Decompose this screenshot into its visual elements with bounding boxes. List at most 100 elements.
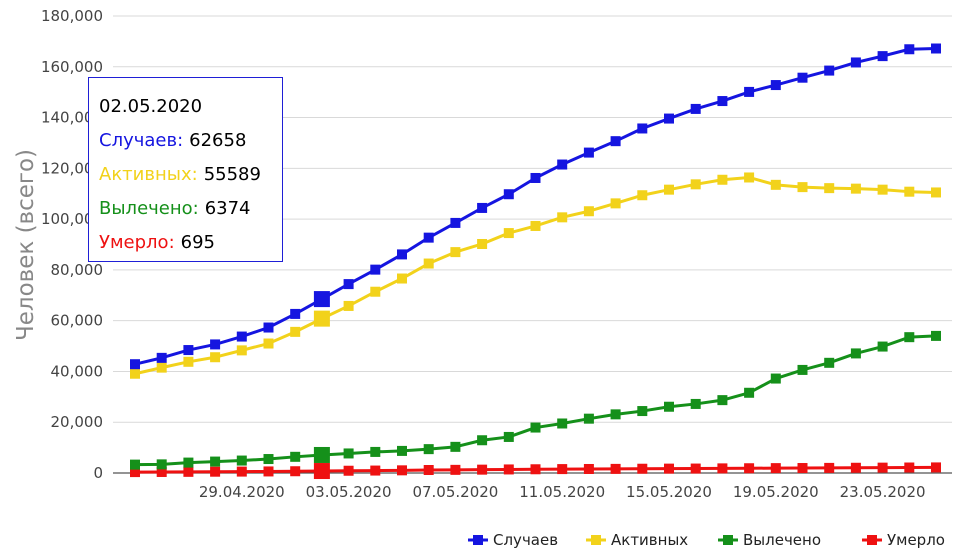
data-point[interactable] <box>877 184 888 195</box>
data-point[interactable] <box>664 113 674 124</box>
data-point[interactable] <box>183 457 194 468</box>
data-point[interactable] <box>130 467 140 478</box>
data-point[interactable] <box>423 444 434 455</box>
data-point[interactable] <box>610 136 621 147</box>
data-point[interactable] <box>370 286 381 297</box>
data-point[interactable] <box>290 308 301 319</box>
data-point[interactable] <box>850 462 861 473</box>
data-point[interactable] <box>797 364 808 375</box>
data-point[interactable] <box>717 395 728 406</box>
data-point[interactable] <box>797 463 808 474</box>
data-point[interactable] <box>770 463 781 474</box>
data-point[interactable] <box>236 331 247 342</box>
data-point[interactable] <box>530 172 541 183</box>
data-point[interactable] <box>313 291 330 308</box>
data-point[interactable] <box>450 217 461 228</box>
data-point[interactable] <box>156 466 167 477</box>
data-point[interactable] <box>477 435 488 446</box>
data-point[interactable] <box>423 232 434 243</box>
data-point[interactable] <box>904 44 915 55</box>
data-point[interactable] <box>690 179 701 190</box>
data-point[interactable] <box>183 345 194 356</box>
data-point[interactable] <box>130 459 140 470</box>
data-point[interactable] <box>557 464 568 475</box>
data-point[interactable] <box>183 466 194 477</box>
data-point[interactable] <box>931 330 941 341</box>
data-point[interactable] <box>824 65 835 76</box>
data-point[interactable] <box>850 183 861 194</box>
data-point[interactable] <box>583 413 594 424</box>
data-point[interactable] <box>931 462 941 473</box>
data-point[interactable] <box>343 300 354 311</box>
data-point[interactable] <box>931 43 941 54</box>
data-point[interactable] <box>130 359 140 370</box>
data-point[interactable] <box>824 183 835 194</box>
data-point[interactable] <box>503 464 514 475</box>
data-point[interactable] <box>530 464 541 475</box>
data-point[interactable] <box>690 398 701 409</box>
data-point[interactable] <box>770 179 781 190</box>
data-point[interactable] <box>156 352 167 363</box>
data-point[interactable] <box>156 459 167 470</box>
data-point[interactable] <box>313 446 330 463</box>
data-point[interactable] <box>557 159 568 170</box>
data-point[interactable] <box>313 463 330 480</box>
legend-item[interactable]: Умерло <box>862 531 945 549</box>
data-point[interactable] <box>343 465 354 476</box>
data-point[interactable] <box>824 462 835 473</box>
data-point[interactable] <box>210 352 221 363</box>
data-point[interactable] <box>557 212 568 223</box>
data-point[interactable] <box>824 357 835 368</box>
data-point[interactable] <box>397 249 407 260</box>
data-point[interactable] <box>664 401 674 412</box>
data-point[interactable] <box>557 418 568 429</box>
data-point[interactable] <box>477 238 488 249</box>
data-point[interactable] <box>904 186 915 197</box>
data-point[interactable] <box>236 466 247 477</box>
data-point[interactable] <box>343 279 354 290</box>
data-point[interactable] <box>397 273 407 284</box>
data-point[interactable] <box>530 220 541 231</box>
data-point[interactable] <box>210 456 221 467</box>
data-point[interactable] <box>236 345 247 356</box>
data-point[interactable] <box>850 57 861 68</box>
data-point[interactable] <box>183 356 194 367</box>
data-point[interactable] <box>263 338 274 349</box>
data-point[interactable] <box>690 103 701 114</box>
data-point[interactable] <box>744 172 755 183</box>
data-point[interactable] <box>664 184 674 195</box>
data-point[interactable] <box>477 464 488 475</box>
data-point[interactable] <box>877 51 888 62</box>
data-point[interactable] <box>210 339 221 350</box>
data-point[interactable] <box>877 462 888 473</box>
data-point[interactable] <box>637 463 648 474</box>
data-point[interactable] <box>503 189 514 200</box>
data-point[interactable] <box>263 322 274 333</box>
data-point[interactable] <box>450 464 461 475</box>
data-point[interactable] <box>637 406 648 417</box>
data-point[interactable] <box>290 451 301 462</box>
data-point[interactable] <box>664 463 674 474</box>
data-point[interactable] <box>423 465 434 476</box>
data-point[interactable] <box>313 310 330 327</box>
data-point[interactable] <box>931 187 941 198</box>
data-point[interactable] <box>637 190 648 201</box>
data-point[interactable] <box>370 465 381 476</box>
data-point[interactable] <box>370 446 381 457</box>
data-point[interactable] <box>583 147 594 158</box>
data-point[interactable] <box>450 441 461 452</box>
legend-item[interactable]: Вылечено <box>718 531 821 549</box>
data-point[interactable] <box>583 463 594 474</box>
data-point[interactable] <box>904 462 915 473</box>
data-point[interactable] <box>423 258 434 269</box>
data-point[interactable] <box>397 465 407 476</box>
data-point[interactable] <box>477 202 488 213</box>
data-point[interactable] <box>236 455 247 466</box>
data-point[interactable] <box>770 80 781 91</box>
data-point[interactable] <box>610 198 621 209</box>
data-point[interactable] <box>343 448 354 459</box>
data-point[interactable] <box>583 206 594 217</box>
data-point[interactable] <box>263 466 274 477</box>
data-point[interactable] <box>797 182 808 193</box>
legend[interactable]: Случаев Активных Вылечено Умерло <box>468 531 945 549</box>
